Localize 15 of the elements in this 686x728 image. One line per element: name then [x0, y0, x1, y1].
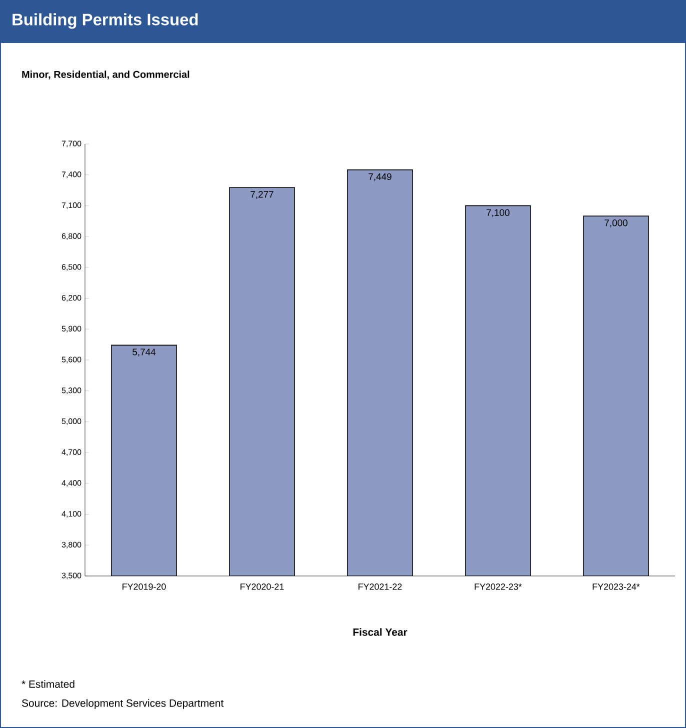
x-tick-label: FY2019-20: [122, 584, 166, 590]
x-tick-label: FY2021-22: [358, 584, 402, 590]
data-label: 7,000: [604, 220, 628, 228]
x-tick-label: FY2023-24*: [592, 584, 640, 590]
text: * Estimated: [22, 680, 74, 688]
data-label: 7,100: [486, 209, 510, 218]
data-label: 5,744: [132, 348, 156, 356]
chart-subtitle: Minor, Residential, and Commercial: [22, 70, 190, 80]
x-axis-title: Fiscal Year: [353, 628, 408, 636]
chart-title: Building Permits Issued: [12, 13, 198, 29]
data-label: 7,277: [250, 191, 274, 199]
x-tick-label: FY2022-23*: [474, 584, 522, 590]
data-label: 7,449: [368, 173, 392, 182]
source-note: Source: Development Services Department: [22, 699, 224, 709]
x-tick-label: FY2020-21: [240, 584, 284, 590]
